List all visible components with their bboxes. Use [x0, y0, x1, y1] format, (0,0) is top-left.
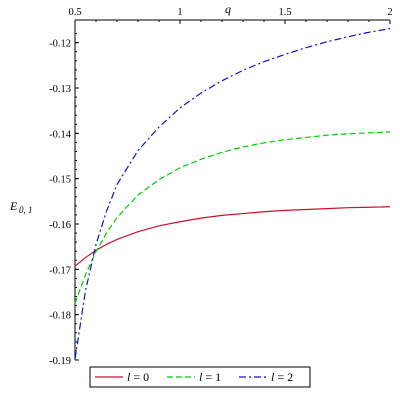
x-axis-label: q	[225, 2, 231, 16]
series-line-l0	[74, 206, 391, 267]
series-lines	[74, 28, 391, 360]
legend-item-l2: l = 2	[239, 370, 293, 384]
axes	[74, 19, 390, 360]
x-tick-label: 1.5	[278, 7, 291, 18]
y-tick-label: -0.13	[49, 84, 71, 95]
legend-item-l0: l = 0	[95, 370, 149, 384]
series-line-l2	[74, 28, 391, 360]
legend-box	[89, 366, 311, 388]
y-axis-label: E 0, 1	[9, 199, 33, 215]
legend-label: l = 1	[199, 370, 221, 384]
y-tick-label: -0.12	[49, 39, 71, 50]
x-tick-label: 0.5	[68, 7, 81, 18]
series-line-l1	[74, 131, 391, 304]
y-tick-label: -0.17	[49, 265, 71, 276]
y-tick-label: -0.15	[49, 175, 71, 186]
y-axis-label-subscript: 0, 1	[19, 205, 33, 215]
y-tick-label: -0.18	[49, 311, 71, 322]
legend-item-l1: l = 1	[167, 370, 221, 384]
ticks: 0.5 1 1.5 2 -0.12 -0.13 -0.14 -0.15 -0.16 -0.17 -0…	[49, 7, 393, 367]
y-tick-label: -0.19	[49, 356, 71, 367]
x-tick-label: 2	[387, 7, 392, 18]
legend-label: l = 0	[127, 370, 149, 384]
legend: l = 0 l = 1 l = 2	[89, 366, 311, 388]
y-tick-label: -0.14	[49, 129, 72, 140]
legend-label: l = 2	[271, 370, 293, 384]
y-axis-label-main: E	[9, 199, 18, 213]
x-tick-label: 1	[177, 7, 182, 18]
y-tick-label: -0.16	[49, 220, 71, 231]
